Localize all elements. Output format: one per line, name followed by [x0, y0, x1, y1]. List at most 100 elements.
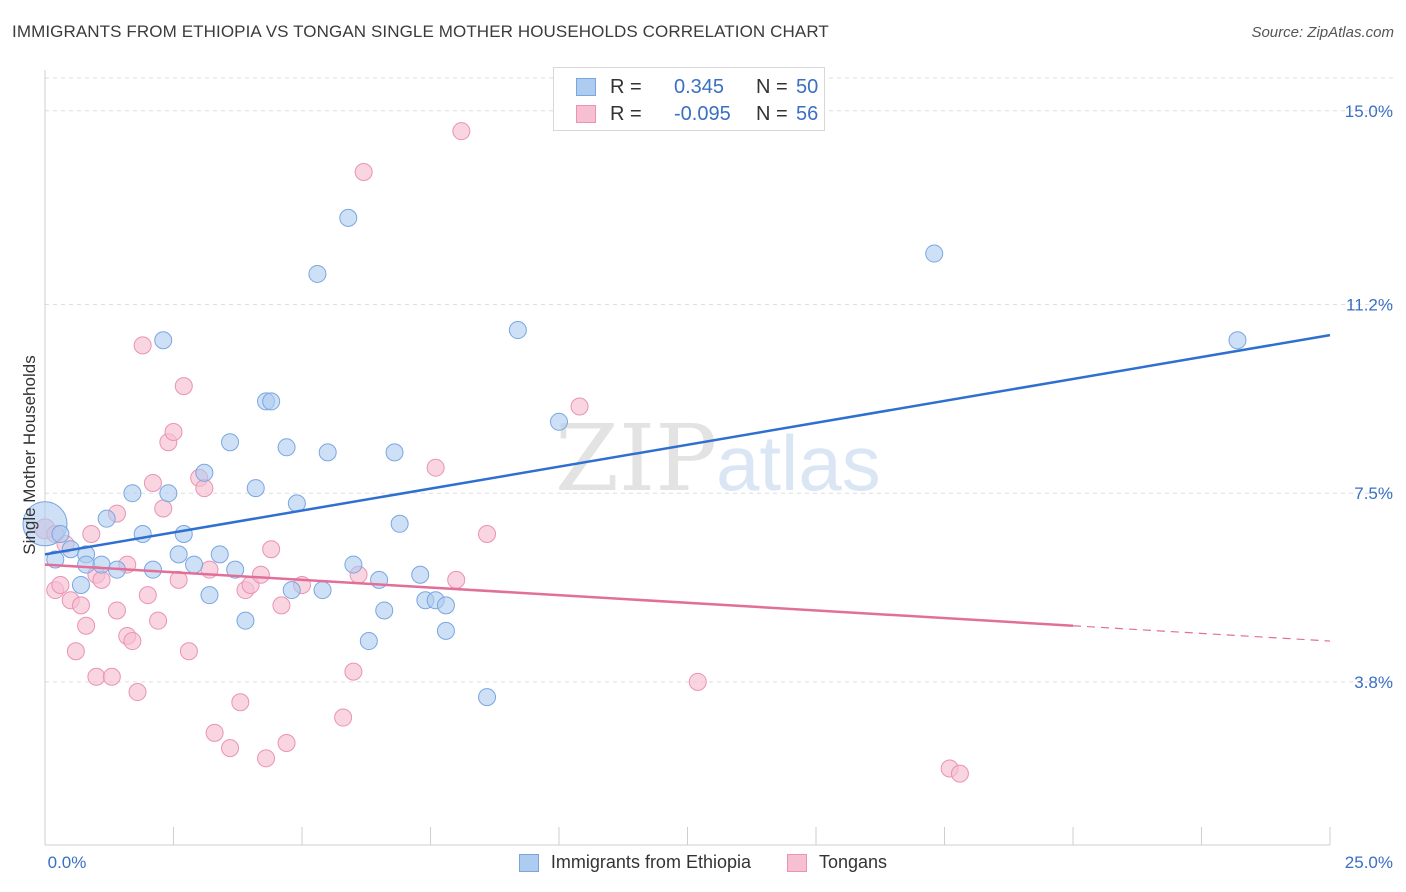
- ethiopia-point: [308, 264, 327, 283]
- ethiopia-point: [478, 688, 497, 707]
- ethiopia-point: [436, 621, 455, 640]
- tongan-point: [149, 611, 168, 630]
- tongan-point: [478, 524, 497, 543]
- tongan-point: [688, 672, 707, 691]
- ethiopia-point: [195, 463, 214, 482]
- tongan-point: [257, 749, 276, 768]
- ethiopia-point: [159, 484, 178, 503]
- tongan-swatch: [576, 105, 596, 123]
- watermark-zip: ZIP: [555, 405, 717, 512]
- tongan-point: [334, 708, 353, 727]
- trend-lines: [44, 333, 1331, 642]
- tongan-point: [164, 423, 183, 442]
- tongan-point: [277, 734, 296, 753]
- ethiopia-point: [185, 555, 204, 574]
- tongan-point: [452, 122, 471, 141]
- ethiopia-point: [282, 581, 301, 600]
- ethiopia-point: [313, 581, 332, 600]
- legend-row-ethiopia: R = 0.345 N = 50: [576, 74, 818, 100]
- ethiopia-point: [221, 433, 240, 452]
- tongan-point: [123, 632, 142, 651]
- tongan-point: [87, 667, 106, 686]
- ethiopia-point: [92, 555, 111, 574]
- ethiopia-point: [51, 524, 70, 543]
- tongan-point: [82, 524, 101, 543]
- tongan-point: [128, 683, 147, 702]
- tongan-point: [71, 596, 90, 615]
- ethiopia-point: [97, 509, 116, 528]
- ethiopia-point: [359, 632, 378, 651]
- axes: [44, 70, 1331, 846]
- tongan-point: [154, 499, 173, 518]
- tongan-point: [344, 662, 363, 681]
- n-label: N =: [756, 75, 788, 98]
- tongan-point: [251, 565, 270, 584]
- tongan-swatch: [787, 853, 807, 872]
- legend-row-tongan: R = -0.095 N = 56: [576, 101, 818, 127]
- source-label: Source: ZipAtlas.com: [1251, 24, 1394, 41]
- tongan-point: [66, 642, 85, 661]
- ethiopia-point: [77, 555, 96, 574]
- ethiopia-point: [385, 443, 404, 462]
- tongan-point: [231, 693, 250, 712]
- tongan-point: [447, 570, 466, 589]
- ethiopia-swatch: [518, 853, 539, 872]
- ethiopia-point: [508, 321, 527, 340]
- ethiopia-point: [1228, 331, 1247, 350]
- legend-label: Immigrants from Ethiopia: [550, 852, 751, 872]
- watermark-atlas: atlas: [716, 419, 881, 507]
- tongan-point: [354, 162, 373, 181]
- y-tick-label: 7.5%: [1354, 484, 1393, 503]
- y-tick-label: 11.2%: [1346, 296, 1393, 315]
- ethiopia-point: [71, 575, 90, 594]
- tongan-point: [950, 764, 969, 783]
- tongan-point: [138, 586, 157, 605]
- tongan-point: [102, 667, 121, 686]
- tongan-point: [272, 596, 291, 615]
- ethiopia-point: [154, 331, 173, 350]
- series-ethiopia-points: [22, 208, 1247, 707]
- ethiopia-point: [411, 565, 430, 584]
- legend-label: Tongans: [819, 852, 888, 872]
- chart-title: IMMIGRANTS FROM ETHIOPIA VS TONGAN SINGL…: [12, 22, 829, 41]
- tongan-point: [179, 642, 198, 661]
- ethiopia-point: [339, 208, 358, 227]
- ethiopia-point: [210, 545, 229, 564]
- ethiopia-point: [277, 438, 296, 457]
- y-tick-label: 3.8%: [1354, 673, 1393, 692]
- ethiopia-point: [925, 244, 944, 263]
- x-tick-label: 25.0%: [1345, 853, 1393, 872]
- ethiopia-point: [236, 611, 255, 630]
- tongan-point: [205, 723, 224, 742]
- ethiopia-point: [123, 484, 142, 503]
- ethiopia-point: [226, 560, 245, 579]
- legend-item-ethiopia: Immigrants from Ethiopia: [518, 852, 751, 873]
- series-legend: Immigrants from Ethiopia Tongans: [0, 852, 1406, 873]
- ethiopia-point: [246, 479, 265, 498]
- n-value: 56: [796, 102, 819, 125]
- r-label: R =: [610, 75, 642, 98]
- ethiopia-point: [262, 392, 281, 411]
- y-axis-title: Single Mother Households: [20, 355, 39, 555]
- ethiopia-point: [550, 412, 568, 431]
- tongan-trend-line: [44, 563, 1074, 628]
- tongan-point: [221, 739, 240, 758]
- tongan-point: [195, 479, 214, 498]
- correlation-legend: R = 0.345 N = 50 R = -0.095 N = 56: [553, 67, 825, 131]
- r-value: -0.095: [674, 102, 731, 125]
- y-tick-label: 15.0%: [1345, 102, 1393, 121]
- tongan-point: [107, 601, 126, 620]
- ethiopia-point: [200, 586, 219, 605]
- ethiopia-point: [318, 443, 337, 462]
- ethiopia-point: [169, 545, 188, 564]
- ethiopia-point: [390, 514, 409, 533]
- ethiopia-trend-line: [44, 333, 1331, 556]
- tongan-point: [143, 473, 162, 492]
- tongan-point: [133, 336, 152, 355]
- n-value: 50: [796, 75, 819, 98]
- ethiopia-point: [436, 596, 455, 615]
- tongan-point: [174, 377, 193, 396]
- tongan-point: [262, 540, 281, 559]
- ethiopia-point: [344, 555, 363, 574]
